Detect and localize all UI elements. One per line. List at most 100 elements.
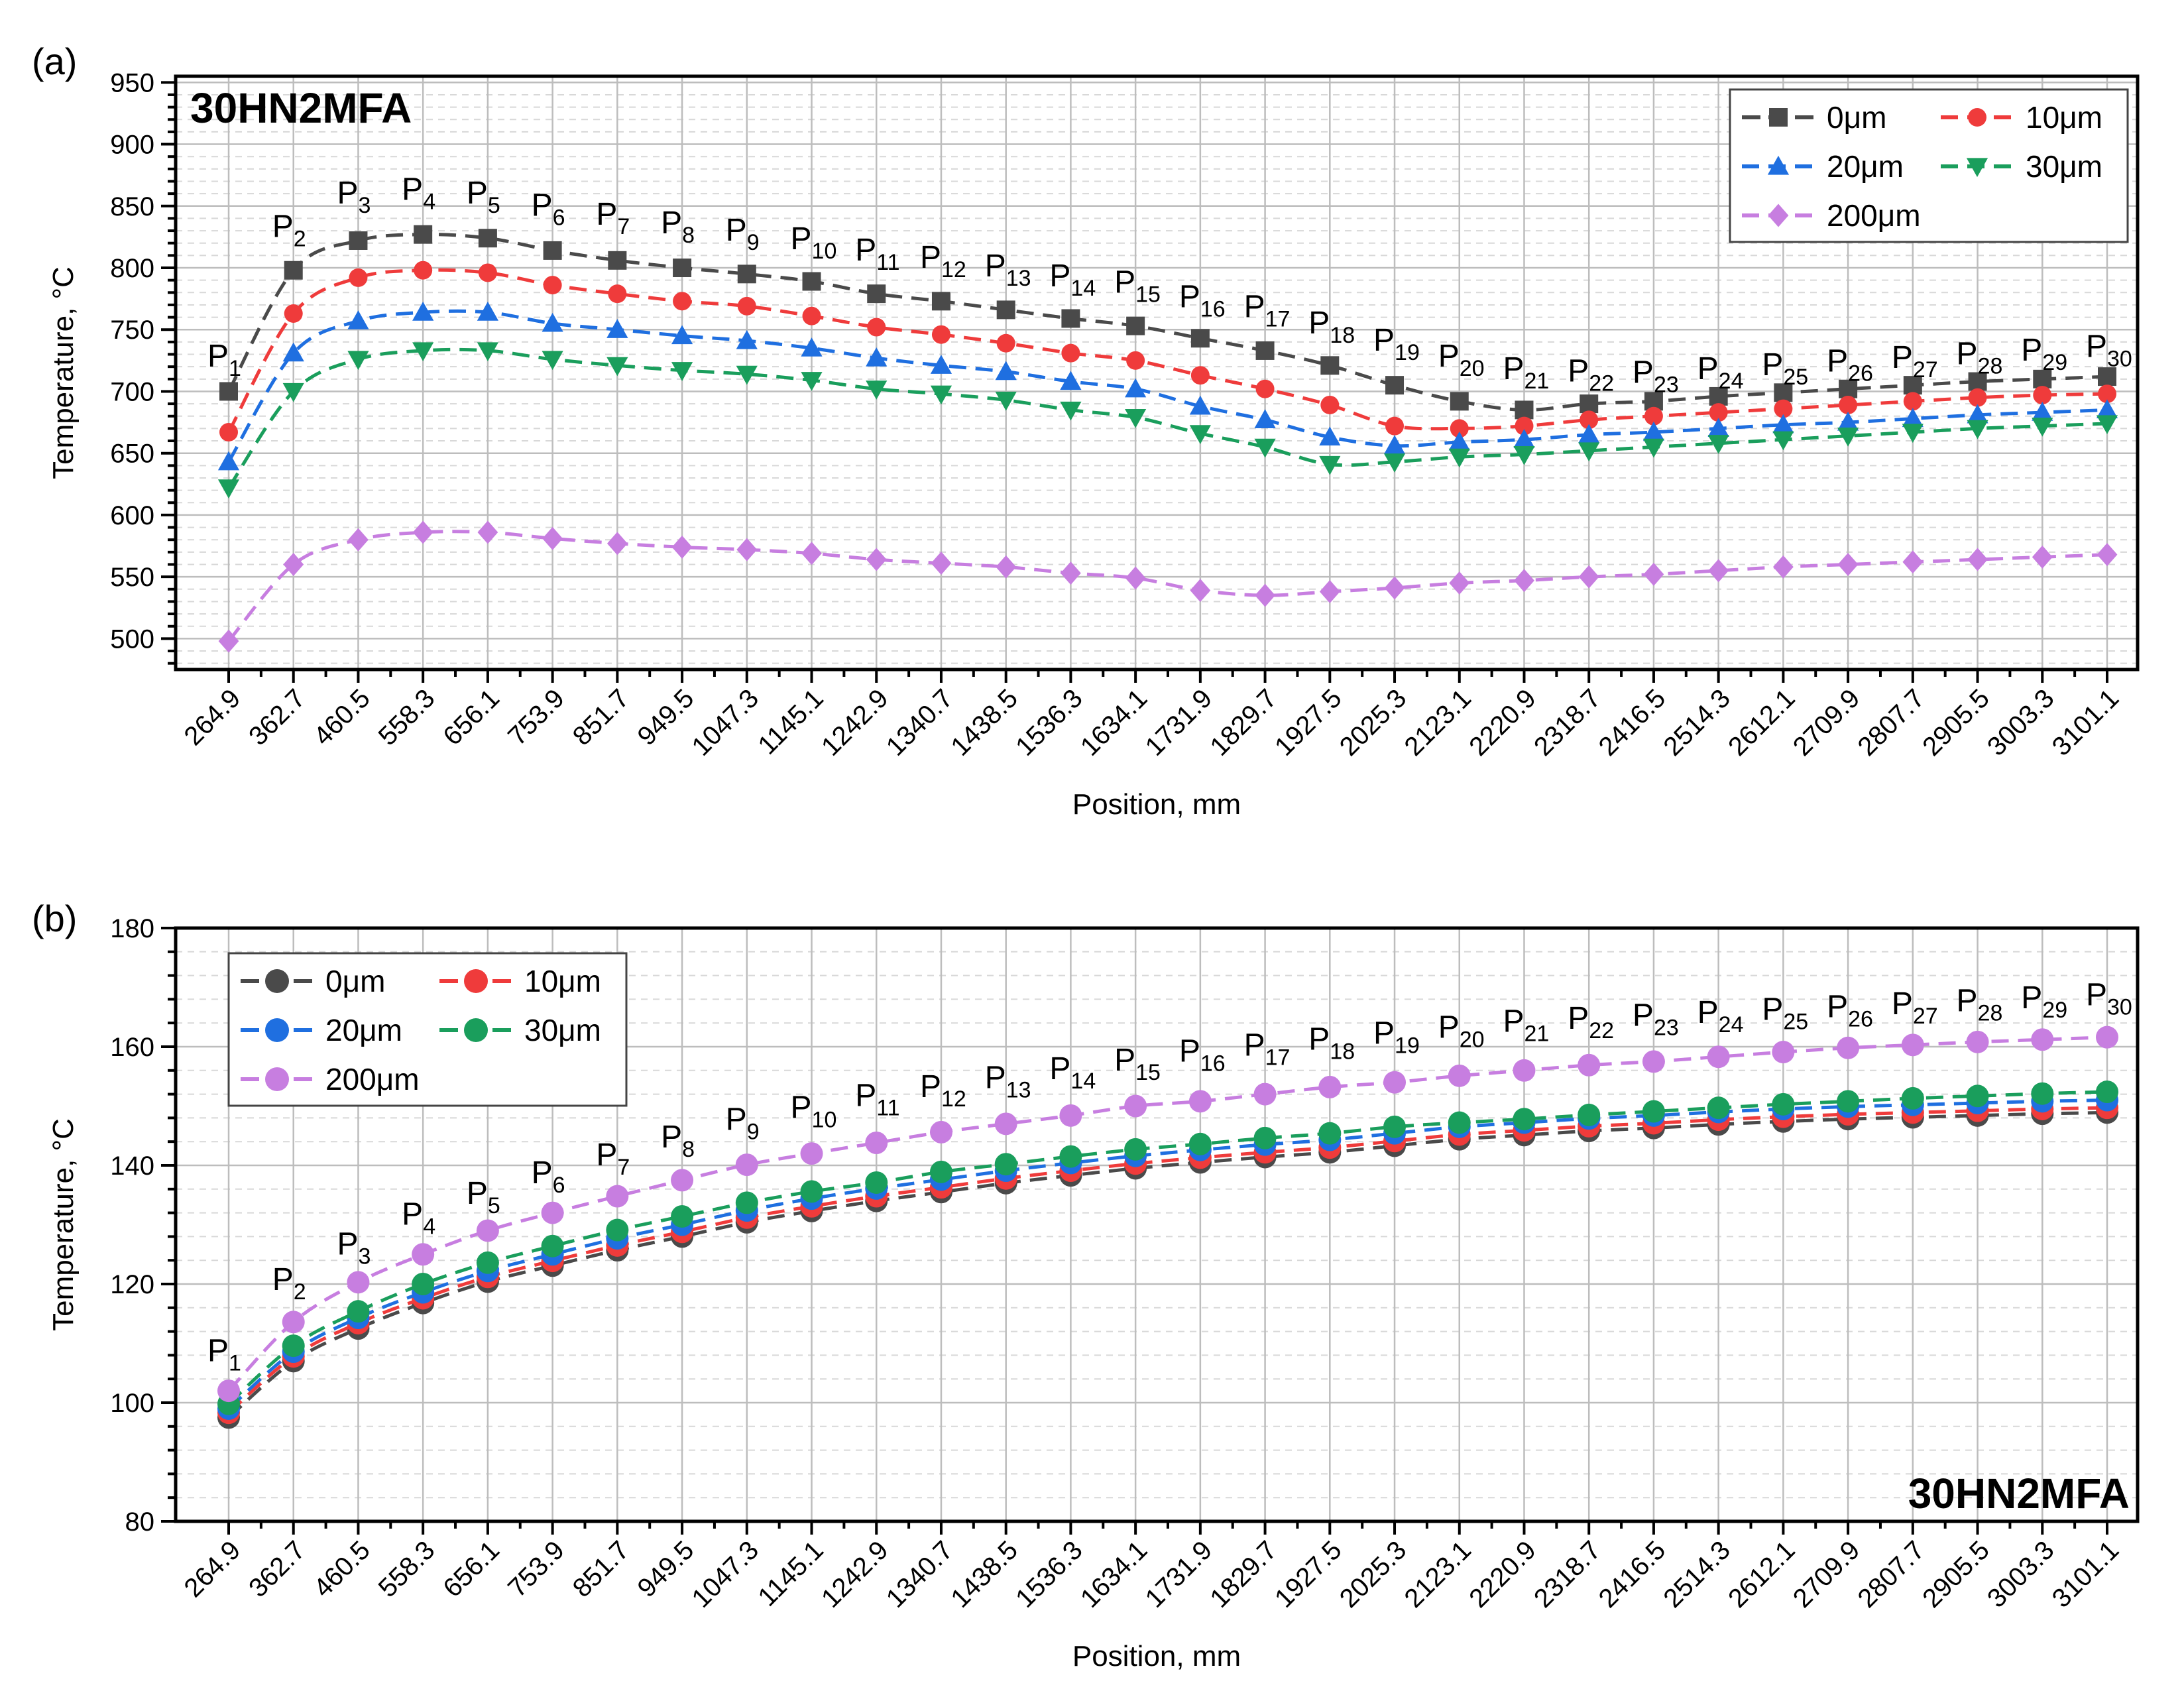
data-point [1383,435,1406,455]
x-tick-label: 1438.5 [945,1535,1023,1613]
point-label-prefix: P [1762,347,1783,382]
x-tick-label: 1634.1 [1075,1535,1153,1613]
data-point [219,382,238,401]
data-point [1902,424,1924,443]
data-point [673,292,692,311]
y-tick-label: 180 [110,914,154,943]
data-point [996,555,1017,579]
x-tick-label: 1047.3 [687,683,765,762]
data-point [349,268,368,287]
point-label: P3 [337,1226,371,1269]
data-point [542,351,563,371]
point-label: P25 [1762,347,1808,390]
point-label-prefix: P [791,1090,812,1125]
point-label-prefix: P [1827,344,1848,379]
x-tick-label: 2514.3 [1658,1535,1736,1613]
data-point [1124,1094,1147,1118]
point-label-prefix: P [1503,1004,1524,1039]
point-label-number: 16 [1200,1051,1226,1076]
legend-label: 30μm [2026,149,2102,184]
legend-label: 0μm [325,964,385,998]
data-point [995,391,1017,411]
point-label-number: 12 [941,257,966,282]
data-point [2033,369,2052,388]
data-point [1124,1138,1147,1161]
point-label: P30 [2086,329,2132,371]
point-label-prefix: P [985,1061,1006,1096]
legend-item-30μm: 30μm [1941,149,2102,184]
data-point [1774,383,1793,402]
data-point [1967,548,1988,571]
point-label: P10 [791,1090,837,1132]
data-point [1385,376,1405,395]
plot-frame [174,74,2140,672]
point-label-prefix: P [272,209,294,244]
point-label-prefix: P [1308,1022,1330,1057]
data-point [1772,1092,1795,1116]
point-label-prefix: P [2021,980,2042,1016]
x-tick-label: 1242.9 [816,1535,894,1613]
x-tick-label: 558.3 [373,683,441,751]
point-label-prefix: P [2021,333,2042,368]
data-point [1061,309,1080,328]
x-tick-label: 2416.5 [1593,1535,1672,1613]
data-point [282,1311,305,1334]
x-tick-label: 264.9 [178,683,246,751]
point-label-number: 19 [1395,1033,1420,1059]
data-point [478,263,497,282]
x-tick-label: 1731.9 [1140,683,1218,762]
data-point [1772,414,1794,434]
data-point [347,351,369,371]
point-label-number: 23 [1654,1016,1679,1041]
point-label-number: 9 [747,1119,760,1144]
x-tick-label: 460.5 [308,1535,376,1603]
point-label-number: 6 [553,205,565,231]
data-point [1059,1104,1082,1127]
data-point [1967,404,1988,424]
data-point [1190,329,1210,348]
legend-item-20μm: 20μm [241,1013,402,1047]
point-label: P20 [1438,1010,1485,1053]
point-label-prefix: P [402,172,423,207]
point-label-number: 2 [294,1279,306,1305]
legend-marker [1769,108,1788,127]
legend-item-20μm: 20μm [1742,149,1904,184]
data-point [1513,429,1535,448]
legend-label: 20μm [1827,149,1904,184]
point-label-prefix: P [1049,259,1070,294]
x-tick-label: 1731.9 [1140,1535,1218,1613]
data-point [1772,431,1794,451]
data-point [671,325,693,345]
data-point [1385,416,1405,436]
data-point [219,423,238,441]
data-point [1642,421,1665,441]
point-label-number: 25 [1783,1010,1808,1035]
point-label-prefix: P [596,1138,617,1173]
x-axis-label: Position, mm [1072,1640,1241,1672]
point-label: P14 [1049,259,1096,301]
point-label-prefix: P [2086,329,2107,364]
data-point [1125,566,1146,590]
data-point [1578,565,1599,589]
point-label: P27 [1892,340,1938,382]
data-point [1839,395,1858,414]
data-point [671,535,693,559]
data-point [606,532,628,556]
point-label-prefix: P [1633,355,1654,390]
x-tick-label: 2807.7 [1853,1535,1931,1613]
y-tick-label: 900 [110,131,154,160]
data-point [1902,550,1924,574]
x-tick-label: 2416.5 [1593,683,1672,762]
data-point [1839,379,1858,398]
point-label-number: 21 [1524,369,1549,394]
point-label-number: 4 [423,1214,435,1240]
data-point [1707,1096,1730,1120]
data-point [801,542,822,565]
x-tick-label: 1829.7 [1204,683,1283,762]
point-label: P29 [2021,333,2067,375]
data-point [1449,571,1470,595]
inset-title: 30HN2MFA [190,84,412,132]
data-point [1707,1045,1730,1069]
y-tick-label: 160 [110,1033,154,1062]
